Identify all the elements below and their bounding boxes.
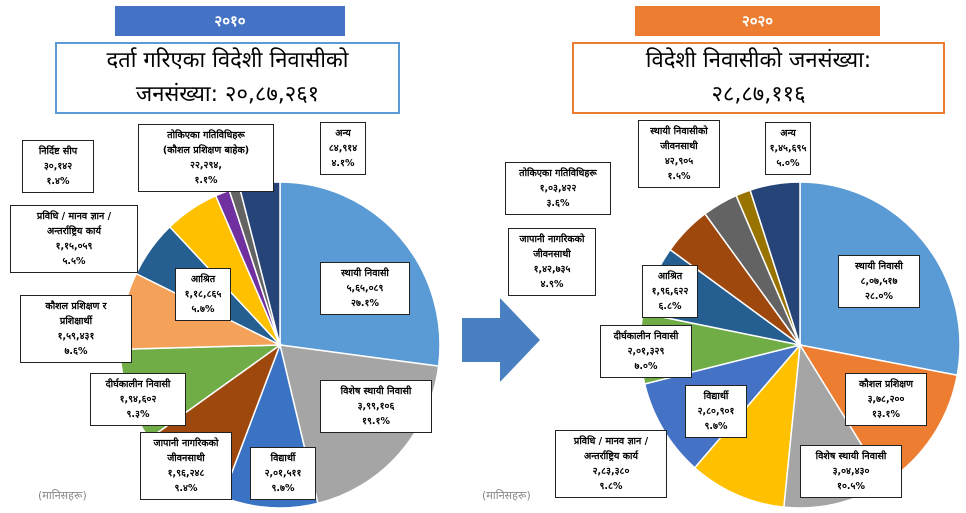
value-label: ३,०४,४३०	[832, 466, 870, 477]
percent-label: ५.५%	[62, 256, 86, 267]
percent-label: ६.८%	[658, 301, 682, 312]
arrow	[462, 298, 540, 382]
value-label: २,०१,५११	[264, 468, 302, 479]
category-label: अन्य	[780, 128, 796, 139]
value-label: २,०१,३२९	[627, 346, 665, 357]
value-label: ८,०७,५१७	[860, 276, 898, 287]
chart-subtitle: विदेशी निवासीको जनसंख्या: २८,८७,११६	[572, 42, 945, 114]
value-label: १,९६,६२२	[651, 286, 689, 297]
pie-slice	[749, 181, 801, 346]
category-label: जापानी नागरिकको जीवनसाथी	[153, 438, 219, 464]
value-label: ३,९९,१०६	[357, 401, 395, 412]
data-label: तोकिएका गतिविधिहरू (कौशल प्रशिक्षण बाहेक…	[138, 124, 274, 192]
chart-title: २०१०	[115, 6, 345, 36]
data-label: अन्य ८४,९१४ ४.१%	[320, 122, 366, 175]
percent-label: १९.१%	[362, 416, 390, 427]
data-label: स्थायी निवासी ८,०७,५१७ २८.०%	[838, 255, 920, 308]
category-label: स्थायी निवासीको जीवनसाथी	[650, 126, 708, 152]
unit-note: (मानिसहरू)	[38, 489, 87, 502]
value-label: १,५९,४३१	[57, 331, 95, 342]
percent-label: १३.१%	[872, 409, 900, 420]
percent-label: १.४%	[46, 176, 70, 187]
data-label: अन्य १,४५,६९५ ५.०%	[765, 122, 811, 175]
percent-label: २८.०%	[865, 291, 893, 302]
percent-label: २७.१%	[351, 298, 379, 309]
value-label: ४२,९०५	[664, 156, 694, 167]
category-label: तोकिएका गतिविधिहरू (कौशल प्रशिक्षण बाहेक…	[162, 130, 250, 156]
pie-slice	[693, 342, 801, 508]
category-label: विद्यार्थी	[270, 453, 296, 464]
value-label: १,९४,६०२	[119, 394, 157, 405]
percent-label: ५.७%	[191, 304, 215, 315]
value-label: १,१५,०५९	[55, 241, 93, 252]
percent-label: ९.७%	[271, 483, 295, 494]
percent-label: १०.५%	[837, 481, 865, 492]
percent-label: १.१%	[194, 175, 218, 186]
data-label: जापानी नागरिकको जीवनसाथी १,९६,२४८ ९.४%	[140, 432, 232, 500]
category-label: निर्दिष्ट सीप	[38, 146, 78, 157]
value-label: १,४५,६९५	[769, 143, 807, 154]
data-label: आश्रित १,१८,८६५ ५.७%	[175, 268, 231, 321]
percent-label: ९.३%	[126, 409, 150, 420]
category-label: प्रविधि / मानव ज्ञान / अन्तर्राष्ट्रिय क…	[36, 211, 112, 237]
data-label: विद्यार्थी २,०१,५११ ९.७%	[250, 447, 316, 500]
data-label: जापानी नागरिकको जीवनसाथी १,४२,७३५ ४.९%	[508, 228, 596, 296]
category-label: तोकिएका गतिविधिहरू	[519, 168, 597, 179]
percent-label: ९.७%	[704, 421, 728, 432]
value-label: १,१८,८६५	[184, 289, 222, 300]
category-label: दीर्घकालीन निवासी	[105, 379, 171, 390]
category-label: स्थायी निवासी	[855, 261, 903, 272]
percent-label: ४.९%	[540, 279, 564, 290]
category-label: अन्य	[335, 128, 351, 139]
data-label: कौशल प्रशिक्षण र प्रशिक्षार्थी १,५९,४३१ ७.…	[20, 295, 132, 363]
category-label: स्थायी निवासी	[341, 268, 389, 279]
category-label: आश्रित	[657, 271, 683, 282]
value-label: ३,७८,२००	[867, 394, 905, 405]
data-label: विद्यार्थी २,८०,९०१ ९.७%	[685, 385, 747, 438]
percent-label: ९.८%	[599, 481, 623, 492]
category-label: विशेष स्थायी निवासी	[815, 451, 887, 462]
chart-subtitle: दर्ता गरिएका विदेशी निवासीको जनसंख्या: २…	[55, 42, 400, 114]
data-label: प्रविधि / मानव ज्ञान / अन्तर्राष्ट्रिय क…	[555, 430, 667, 498]
value-label: ८४,९१४	[328, 143, 358, 154]
data-label: आश्रित १,९६,६२२ ६.८%	[642, 265, 698, 318]
value-label: ३०,१४२	[43, 161, 73, 172]
data-label: निर्दिष्ट सीप ३०,१४२ १.४%	[22, 140, 94, 193]
data-label: दीर्घकालीन निवासी २,०१,३२९ ७.०%	[600, 325, 692, 378]
chart-title: २०२०	[635, 6, 880, 36]
value-label: २,८०,९०१	[697, 406, 735, 417]
percent-label: ४.१%	[331, 158, 355, 169]
category-label: विद्यार्थी	[703, 391, 729, 402]
category-label: जापानी नागरिकको जीवनसाथी	[519, 234, 585, 260]
category-label: प्रविधि / मानव ज्ञान / अन्तर्राष्ट्रिय क…	[573, 436, 649, 462]
percent-label: ५.०%	[776, 158, 800, 169]
value-label: २२,२९४,	[190, 160, 222, 171]
data-label: तोकिएका गतिविधिहरू १,०३,४२२ ३.६%	[505, 162, 611, 215]
percent-label: १.५%	[667, 171, 691, 182]
data-label: विशेष स्थायी निवासी ३,०४,४३० १०.५%	[800, 445, 902, 498]
data-label: प्रविधि / मानव ज्ञान / अन्तर्राष्ट्रिय क…	[10, 205, 138, 273]
data-label: कौशल प्रशिक्षण ३,७८,२०० १३.१%	[845, 373, 927, 426]
value-label: ५,६५,०८९	[346, 283, 384, 294]
percent-label: ९.४%	[174, 483, 198, 494]
category-label: कौशल प्रशिक्षण	[859, 379, 913, 390]
value-label: १,९६,२४८	[167, 468, 205, 479]
value-label: २,८३,३८०	[592, 466, 630, 477]
percent-label: ७.६%	[64, 346, 88, 357]
category-label: आश्रित	[190, 274, 216, 285]
value-label: १,०३,४२२	[539, 183, 577, 194]
data-label: विशेष स्थायी निवासी ३,९९,१०६ १९.१%	[320, 380, 432, 433]
data-label: दीर्घकालीन निवासी १,९४,६०२ ९.३%	[90, 373, 186, 426]
unit-note: (मानिसहरू)	[482, 489, 531, 502]
category-label: दीर्घकालीन निवासी	[613, 331, 679, 342]
category-label: कौशल प्रशिक्षण र प्रशिक्षार्थी	[45, 301, 107, 327]
data-label: स्थायी निवासी ५,६५,०८९ २७.१%	[320, 262, 410, 315]
percent-label: ७.०%	[634, 361, 658, 372]
value-label: १,४२,७३५	[533, 264, 571, 275]
category-label: विशेष स्थायी निवासी	[340, 386, 412, 397]
percent-label: ३.६%	[546, 198, 570, 209]
data-label: स्थायी निवासीको जीवनसाथी ४२,९०५ १.५%	[638, 120, 720, 188]
